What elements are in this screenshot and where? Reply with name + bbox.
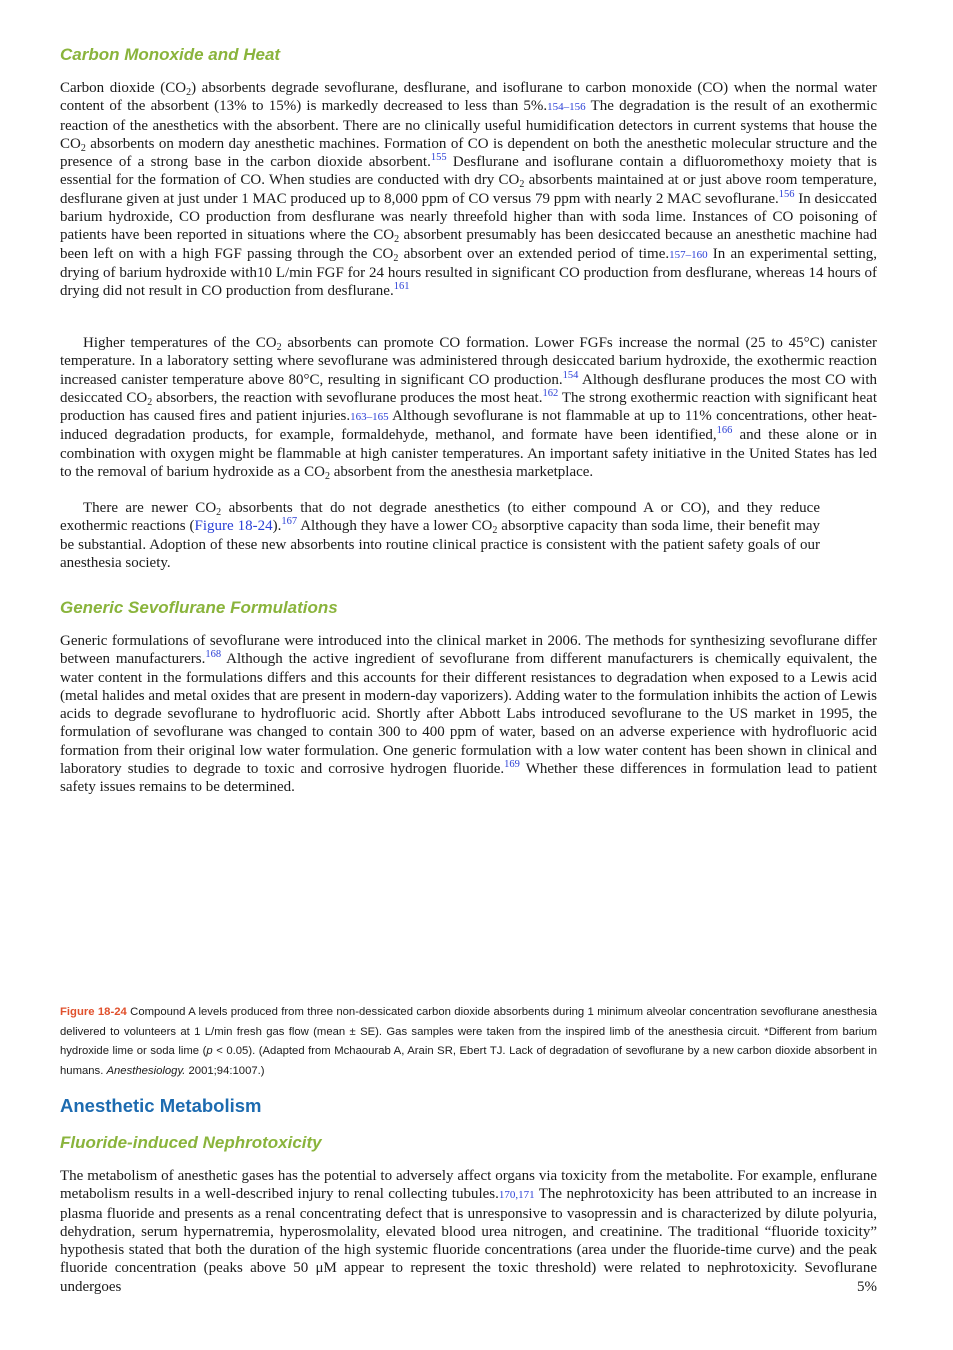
text-run: Although the active ingredient of sevofl…: [60, 651, 877, 778]
text-run: ) absorbents degrade sevoflurane, desflu…: [60, 80, 878, 115]
text-run: Compound A levels produced from three no…: [60, 1006, 877, 1057]
figure-link[interactable]: Figure 18-24: [194, 518, 273, 535]
section-heading: Generic Sevoflurane Formulations: [60, 598, 338, 617]
subscript: 2: [276, 342, 282, 353]
citation[interactable]: 156: [778, 188, 795, 200]
text-run: There are newer CO: [83, 500, 217, 516]
text-run: absorbents that do not degrade anestheti…: [60, 500, 820, 535]
subscript: 2: [394, 234, 400, 246]
paragraph: The metabolism of anesthetic gases has t…: [60, 1167, 877, 1296]
text-run: Although they have a lower CO: [297, 518, 493, 535]
text-run: Carbon dioxide (CO: [60, 80, 187, 96]
subscript: 2: [492, 525, 498, 537]
text-run: absorbent from the anesthesia marketplac…: [329, 464, 594, 481]
text-run: The strong exothermic reaction with sign…: [60, 389, 878, 425]
text-run: Although desflurane produces the most CO…: [60, 371, 877, 406]
paragraph: There are newer CO2 absorbents that do n…: [60, 499, 820, 572]
text-run: absorbents maintained at or just above r…: [60, 172, 877, 207]
citation[interactable]: 157–160: [669, 248, 708, 261]
figure-caption: Figure 18-24 Compound A levels produced …: [60, 1003, 877, 1081]
text-run: absorbents can promote CO formation. Low…: [60, 335, 877, 388]
italic-text: Anesthesiology.: [106, 1064, 186, 1077]
citation[interactable]: 166: [716, 425, 733, 437]
text-run: Although sevoflurane is not flammable at…: [60, 408, 877, 444]
paragraph: Carbon dioxide (CO2) absorbents degrade …: [60, 79, 877, 301]
subscript: 2: [147, 396, 153, 408]
text-run: In an experimental setting, drying of ba…: [60, 245, 878, 300]
text-run: The nephrotoxicity has been attributed t…: [60, 1186, 877, 1295]
citation[interactable]: 155: [430, 152, 447, 164]
section-heading: Anesthetic Metabolism: [60, 1095, 262, 1116]
subscript: 2: [519, 179, 525, 191]
citation[interactable]: 162: [542, 387, 559, 399]
citation[interactable]: 167: [281, 516, 298, 528]
section-heading: Carbon Monoxide and Heat: [60, 45, 281, 64]
text-run: absorbent over an extended period of tim…: [398, 245, 670, 262]
text-run: absorbers, the reaction with sevoflurane…: [152, 389, 543, 406]
subscript: 2: [80, 142, 86, 154]
text-run: absorbents on modern day anesthetic mach…: [60, 135, 877, 171]
text-run: Whether these differences in formulation…: [60, 761, 877, 796]
text-run: absorbent presumably has been desiccated…: [60, 227, 877, 262]
subsection-heading: Fluoride-induced Nephrotoxicity: [60, 1133, 322, 1152]
text-run: Higher temperatures of the CO: [83, 335, 277, 351]
text-run: Generic formulations of sevoflurane were…: [60, 633, 877, 668]
citation[interactable]: 154–156: [547, 101, 586, 114]
text-run: and these alone or in combination with o…: [60, 427, 877, 481]
citation[interactable]: 168: [205, 649, 222, 661]
citation[interactable]: 169: [504, 759, 520, 771]
citation[interactable]: 163–165: [350, 411, 389, 424]
text-run: < 0.05). (Adapted from Mchaourab A, Arai…: [60, 1045, 878, 1077]
figure-label: Figure 18-24: [60, 1006, 127, 1018]
text-run: Desflurane and isoflurane contain a difl…: [60, 154, 877, 189]
citation[interactable]: 161: [393, 281, 410, 293]
text-run: 2001;94:1007.): [185, 1064, 265, 1077]
subscript: 2: [216, 507, 222, 518]
citation[interactable]: 170,171: [498, 1189, 535, 1202]
subscript: 2: [324, 471, 330, 483]
text-run: The metabolism of anesthetic gases has t…: [60, 1168, 877, 1203]
text-run: The degradation is the result of an exot…: [60, 98, 877, 152]
text-run: ).: [272, 518, 282, 535]
paragraph: Higher temperatures of the CO2 absorbent…: [60, 334, 878, 483]
paragraph: Generic formulations of sevoflurane were…: [60, 632, 877, 797]
subscript: 2: [186, 87, 192, 98]
subscript: 2: [393, 252, 399, 264]
text-run: absorptive capacity than soda lime, thei…: [60, 518, 820, 571]
text-run: In desiccated barium hydroxide, CO produ…: [60, 190, 877, 244]
italic-text: p: [206, 1045, 213, 1057]
citation[interactable]: 154: [562, 369, 579, 381]
